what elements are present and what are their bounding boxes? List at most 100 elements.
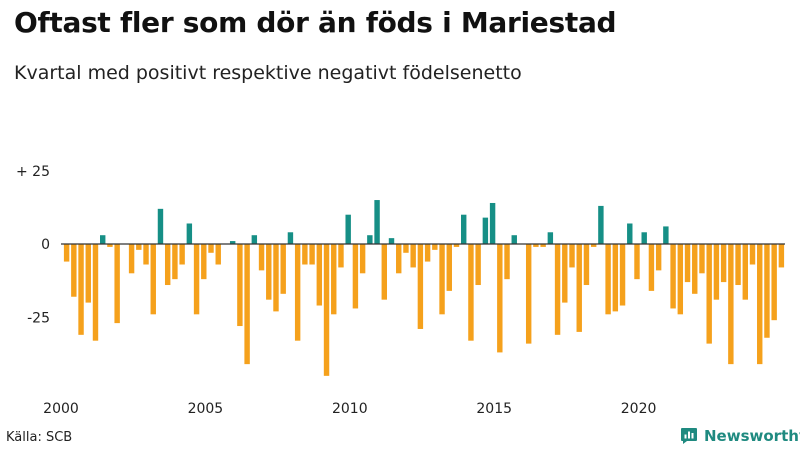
brand[interactable]: Newsworthy — [680, 427, 800, 445]
bar-2010-q1 — [352, 244, 359, 309]
bar-2016-q3 — [540, 244, 546, 247]
bar-2003-q3 — [164, 244, 171, 286]
y-tick-label: 0 — [41, 237, 50, 253]
bar-2012-q1 — [410, 244, 416, 268]
bar-2019-q4 — [634, 244, 640, 280]
bar-2021-q2 — [677, 244, 684, 315]
bar-2006-q1 — [237, 244, 243, 327]
bar-2012-q4 — [432, 244, 438, 250]
bar-2022-q2 — [706, 244, 712, 344]
bar-2024-q4 — [778, 244, 785, 268]
bar-2001-q4 — [114, 244, 120, 324]
bar-2005-q2 — [215, 244, 221, 265]
bar-2022-q3 — [713, 244, 720, 300]
bar-2008-q4 — [316, 244, 323, 306]
y-tick-label: + 25 — [16, 164, 50, 180]
bar-2007-q4 — [287, 232, 294, 244]
bar-2000-q1 — [63, 244, 70, 262]
bar-2003-q1 — [150, 244, 156, 315]
bar-2011-q2 — [388, 238, 395, 244]
bar-2001-q2 — [100, 235, 106, 244]
bar-2009-q4 — [345, 214, 351, 244]
bar-2018-q2 — [590, 244, 597, 247]
bar-2019-q3 — [627, 223, 633, 244]
bar-2002-q3 — [136, 244, 142, 250]
bar-2002-q4 — [143, 244, 149, 265]
bar-2010-q3 — [367, 235, 373, 244]
bar-2004-q2 — [186, 223, 193, 244]
bar-2014-q3 — [482, 217, 489, 244]
bar-2011-q4 — [403, 244, 409, 253]
bar-2006-q4 — [258, 244, 265, 271]
bar-2021-q4 — [692, 244, 698, 294]
bar-2016-q1 — [525, 244, 532, 344]
bar-2005-q4 — [229, 241, 236, 244]
bar-2011-q1 — [381, 244, 387, 300]
bar-2014-q4 — [489, 202, 496, 244]
bar-2007-q3 — [280, 244, 286, 294]
bar-2013-q3 — [453, 244, 460, 247]
bar-2006-q3 — [251, 235, 258, 244]
bar-series — [63, 200, 785, 376]
bar-2017-q4 — [576, 244, 582, 332]
bar-2010-q4 — [374, 200, 380, 244]
bar-2013-q2 — [446, 244, 452, 291]
bar-2003-q2 — [157, 208, 164, 244]
bar-2022-q4 — [720, 244, 727, 283]
chart-subtitle: Kvartal med positivt respektive negativt… — [14, 62, 522, 84]
bar-2012-q2 — [417, 244, 424, 329]
bar-2017-q2 — [562, 244, 568, 303]
bar-2009-q3 — [338, 244, 344, 268]
bar-2001-q3 — [107, 244, 113, 247]
x-tick-label: 2020 — [621, 401, 657, 417]
bar-2019-q2 — [619, 244, 626, 306]
y-axis-labels: + 25 0 -25 — [16, 164, 50, 327]
bar-2018-q4 — [605, 244, 611, 315]
bar-2022-q1 — [699, 244, 705, 274]
bar-2014-q2 — [475, 244, 481, 286]
bar-2013-q1 — [439, 244, 445, 315]
bar-2019-q1 — [612, 244, 619, 312]
bar-2018-q1 — [583, 244, 590, 286]
x-tick-label: 2000 — [43, 401, 79, 417]
bar-2020-q4 — [663, 226, 669, 244]
bar-2007-q1 — [266, 244, 272, 300]
bar-2017-q3 — [569, 244, 575, 268]
bar-2023-q3 — [742, 244, 748, 300]
y-tick-label: -25 — [27, 310, 50, 326]
bar-2008-q1 — [294, 244, 301, 341]
bar-2002-q2 — [128, 244, 135, 274]
bar-2003-q4 — [172, 244, 178, 280]
bar-2011-q3 — [396, 244, 402, 274]
x-axis-labels: 2000 2005 2010 2015 2020 — [43, 401, 656, 417]
bar-2009-q1 — [323, 244, 330, 376]
bar-2005-q1 — [208, 244, 214, 253]
bar-2004-q3 — [193, 244, 200, 315]
bar-2009-q2 — [331, 244, 337, 315]
bar-2015-q1 — [497, 244, 503, 353]
bar-2021-q1 — [670, 244, 676, 309]
bar-2024-q3 — [771, 244, 777, 321]
bar-2004-q4 — [201, 244, 207, 280]
bar-2006-q2 — [244, 244, 250, 365]
bar-2023-q2 — [735, 244, 741, 286]
newsworthy-logo-icon — [681, 428, 697, 444]
source-note: Källa: SCB — [6, 430, 73, 445]
bar-2020-q1 — [641, 232, 647, 244]
bar-2016-q4 — [547, 232, 554, 244]
bar-2018-q3 — [598, 205, 604, 244]
x-tick-label: 2015 — [476, 401, 512, 417]
brand-name: Newsworthy — [704, 427, 800, 445]
bar-2007-q2 — [273, 244, 279, 312]
bar-2008-q2 — [302, 244, 308, 265]
bar-2023-q1 — [728, 244, 734, 365]
x-tick-label: 2010 — [332, 401, 368, 417]
x-tick-label: 2005 — [188, 401, 224, 417]
bar-2024-q2 — [764, 244, 770, 338]
bar-2021-q3 — [684, 244, 691, 283]
bar-2008-q3 — [309, 244, 315, 265]
bar-2017-q1 — [554, 244, 561, 335]
bar-2015-q2 — [504, 244, 510, 280]
bar-2000-q2 — [71, 244, 77, 297]
